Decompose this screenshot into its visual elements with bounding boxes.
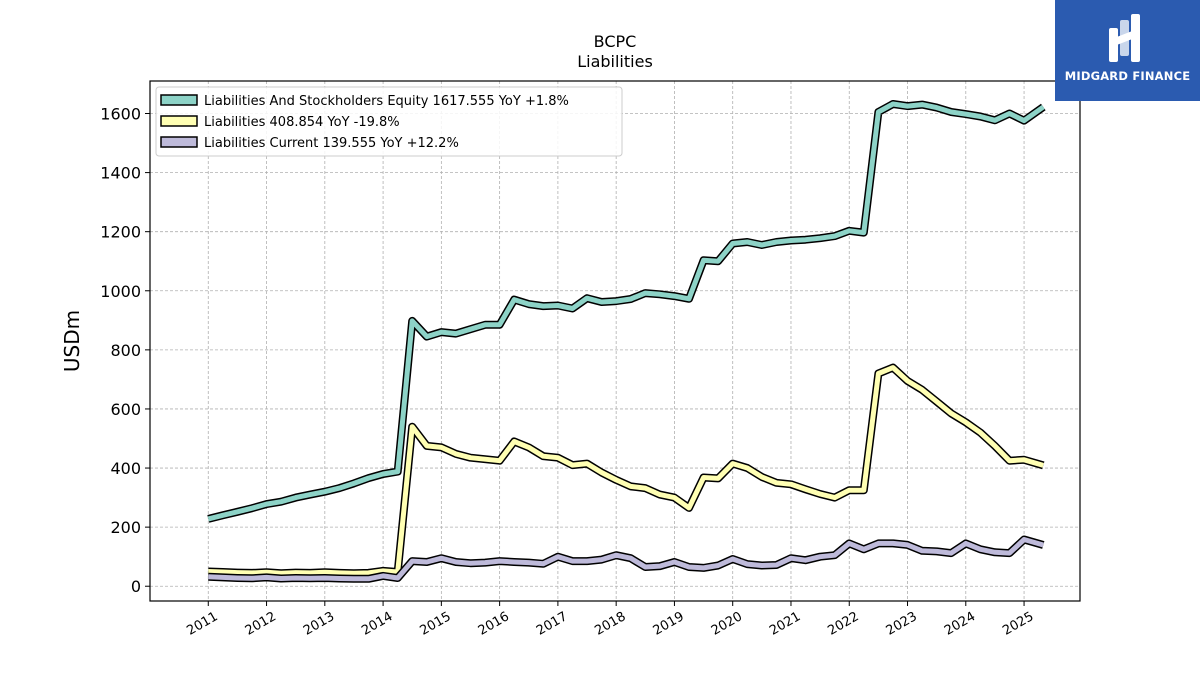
y-tick-label: 400 xyxy=(110,459,141,478)
series-layer xyxy=(207,100,1046,583)
series-line-2 xyxy=(208,535,1045,583)
logo-mark-icon xyxy=(1109,14,1140,62)
chart-subtitle: Liabilities xyxy=(577,52,653,71)
y-tick-label: 1400 xyxy=(100,164,141,183)
legend-swatch xyxy=(160,115,198,127)
x-tick-label: 2013 xyxy=(301,609,337,639)
legend-label: Liabilities Current 139.555 YoY +12.2% xyxy=(204,136,459,151)
legend-item: Liabilities 408.854 YoY -19.8% xyxy=(160,115,400,130)
x-tick-label: 2016 xyxy=(476,609,512,639)
brand-logo: MIDGARD FINANCE xyxy=(1055,0,1200,101)
x-tick-label: 2014 xyxy=(359,609,395,639)
y-tick-label: 800 xyxy=(110,341,141,360)
legend-items: Liabilities And Stockholders Equity 1617… xyxy=(160,94,569,151)
legend-label: Liabilities 408.854 YoY -19.8% xyxy=(204,115,400,130)
x-tick-label: 2017 xyxy=(534,609,570,639)
legend-item: Liabilities And Stockholders Equity 1617… xyxy=(160,94,569,109)
plot-frame xyxy=(149,80,1081,602)
x-tick-label: 2020 xyxy=(709,609,745,639)
y-tick-label: 200 xyxy=(110,518,141,537)
x-tick-label: 2012 xyxy=(243,609,279,639)
series-outline xyxy=(207,100,1046,523)
y-tick-label: 600 xyxy=(110,400,141,419)
legend-swatch xyxy=(160,136,198,148)
series-stroke xyxy=(208,365,1045,576)
legend-item: Liabilities Current 139.555 YoY +12.2% xyxy=(160,136,459,151)
series-stroke xyxy=(208,537,1044,582)
legend-swatch xyxy=(160,94,198,106)
x-tick-label: 2015 xyxy=(418,609,454,639)
y-tick-label: 1600 xyxy=(100,105,141,124)
series-line-1 xyxy=(208,363,1045,578)
y-tick-label: 1000 xyxy=(100,282,141,301)
x-tick-label: 2023 xyxy=(884,609,920,639)
y-tick-label: 0 xyxy=(131,577,141,596)
grid xyxy=(150,81,1080,601)
series-outline xyxy=(208,363,1045,578)
x-tick-label: 2019 xyxy=(651,609,687,639)
x-tick-label: 2011 xyxy=(184,609,220,639)
x-tick-label: 2022 xyxy=(825,609,861,639)
y-axis-label: USDm xyxy=(60,310,84,372)
x-tick-label: 2024 xyxy=(942,609,978,639)
x-tick-label: 2021 xyxy=(767,609,803,639)
legend-label: Liabilities And Stockholders Equity 1617… xyxy=(204,94,569,109)
series-stroke xyxy=(207,101,1045,522)
legend: Liabilities And Stockholders Equity 1617… xyxy=(155,86,623,157)
y-axis: 0 200 400 600 800 1000 1200 1400 1600 xyxy=(100,105,150,596)
x-tick-label: 2018 xyxy=(592,609,628,639)
x-axis: 2011 2012 2013 2014 2015 2016 2017 2018 2019 2020… xyxy=(184,601,1036,639)
series-line-0 xyxy=(207,100,1046,523)
legend-box xyxy=(155,86,623,157)
y-tick-label: 1200 xyxy=(100,223,141,242)
logo-text: MIDGARD FINANCE xyxy=(1064,69,1191,83)
x-tick-label: 2025 xyxy=(1000,609,1036,639)
chart-title: BCPC xyxy=(594,32,637,51)
